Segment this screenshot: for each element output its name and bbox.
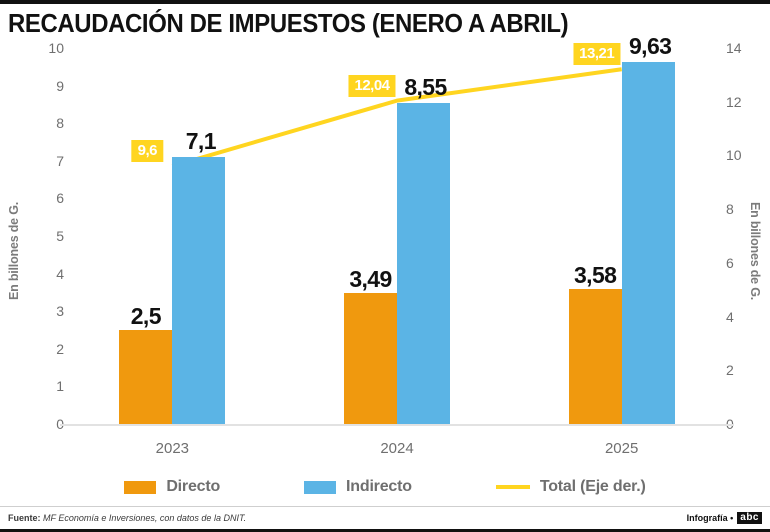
right-tick-4: 4 [726, 308, 734, 325]
right-tick-10: 10 [726, 147, 742, 164]
left-tick-3: 3 [56, 303, 64, 320]
x-label-2025: 2025 [604, 440, 639, 457]
left-tick-2: 2 [56, 340, 64, 357]
left-tick-10: 10 [48, 40, 64, 56]
footer-divider [0, 506, 770, 507]
footer-credit-text: Infografía • [686, 513, 734, 523]
left-tick-5: 5 [56, 228, 64, 244]
footer-credit: Infografía • abc [687, 512, 762, 524]
bar-indirecto-2023 [172, 157, 226, 424]
bar-label-directo-2024: 3,49 [349, 265, 392, 292]
footer: Fuente: MF Economía e Inversiones, con d… [0, 508, 770, 528]
footer-source-label: Fuente: [8, 513, 41, 523]
left-tick-7: 7 [56, 152, 64, 169]
left-tick-4: 4 [56, 265, 64, 282]
footer-source: Fuente: MF Economía e Inversiones, con d… [8, 513, 246, 523]
line-swatch-icon [495, 485, 530, 489]
bar-label-indirecto-2025: 9,63 [628, 32, 672, 59]
bar-label-indirecto-2024: 8,55 [404, 73, 447, 100]
bar-indirecto-2024 [397, 102, 450, 424]
total-badge-2025: 13,21 [573, 43, 621, 66]
legend-label: Indirecto [346, 478, 412, 495]
legend-label: Total (Eje der.) [539, 478, 646, 495]
page-title: RECAUDACIÓN DE IMPUESTOS (ENERO A ABRIL) [8, 8, 569, 38]
legend-item-directo[interactable]: Directo [124, 478, 220, 496]
left-tick-9: 9 [56, 77, 64, 94]
right-axis-title: En billones de G. [748, 201, 762, 300]
left-tick-1: 1 [56, 378, 64, 395]
footer-source-text: MF Economía e Inversiones, con datos de … [43, 513, 247, 523]
bar-label-directo-2025: 3,58 [573, 262, 617, 289]
left-tick-6: 6 [56, 190, 64, 207]
bar-directo-2024 [344, 292, 397, 424]
legend-item-total-eje-der[interactable]: Total (Eje der.) [495, 478, 646, 496]
square-swatch-icon [304, 480, 337, 494]
x-label-2024: 2024 [380, 440, 414, 457]
chart-legend: Directo Indirecto Total (Eje der.) [0, 472, 770, 502]
chart-area: En billones de G. En billones de G. 0123… [0, 33, 770, 457]
bar-directo-2025 [568, 289, 622, 424]
x-label-2023: 2023 [155, 440, 190, 457]
top-divider [0, 0, 770, 4]
right-tick-2: 2 [726, 362, 734, 379]
bar-label-indirecto-2023: 7,1 [185, 128, 217, 155]
total-badge-2024: 12,04 [348, 74, 396, 97]
bar-label-directo-2023: 2,5 [130, 303, 162, 329]
legend-label: Directo [166, 478, 221, 495]
square-swatch-icon [124, 480, 157, 494]
bar-indirecto-2025 [621, 61, 675, 424]
bottom-divider [0, 529, 770, 532]
right-tick-6: 6 [726, 254, 734, 271]
left-axis-title: En billones de G. [7, 202, 21, 301]
plot-region: 2,5 7,1 9,6 3,49 8,55 12,04 3,58 9,63 13,21 [60, 33, 734, 424]
right-tick-8: 8 [726, 201, 734, 218]
legend-item-indirecto[interactable]: Indirecto [304, 478, 412, 496]
total-badge-2023: 9,6 [131, 140, 164, 163]
abc-logo: abc [737, 512, 762, 524]
right-tick-14: 14 [726, 40, 742, 56]
zero-gridline [60, 424, 734, 426]
left-tick-8: 8 [56, 115, 64, 132]
right-tick-12: 12 [726, 93, 742, 110]
bar-directo-2023 [119, 330, 173, 424]
